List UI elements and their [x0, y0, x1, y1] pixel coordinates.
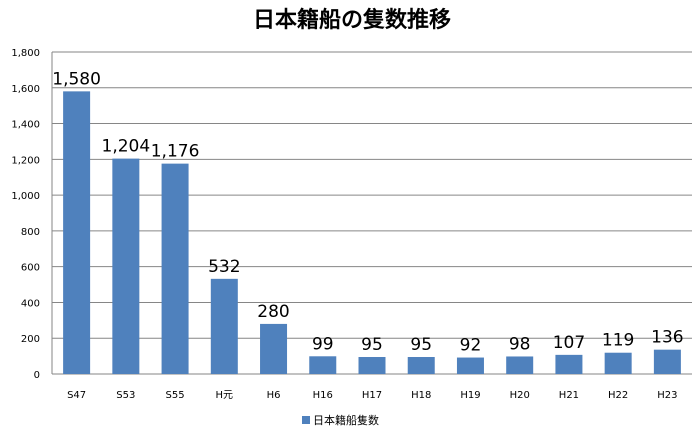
- data-label: 1,580: [52, 69, 101, 89]
- x-tick-label: H19: [460, 390, 480, 401]
- x-tick-label: H6: [267, 390, 281, 401]
- bar: [309, 356, 337, 374]
- x-tick-label: S55: [166, 390, 185, 401]
- data-label: 95: [361, 335, 383, 355]
- grid-lines: [51, 51, 692, 375]
- data-label: 1,204: [102, 137, 151, 157]
- bar: [260, 323, 288, 374]
- bars: [63, 91, 681, 374]
- x-tick-label: H20: [510, 390, 530, 401]
- bar: [456, 357, 484, 374]
- data-label: 95: [410, 335, 432, 355]
- y-tick-label: 200: [21, 334, 40, 345]
- data-label: 92: [460, 336, 482, 356]
- legend: 日本籍船隻数: [302, 413, 379, 427]
- bar: [653, 349, 681, 374]
- bar: [112, 158, 140, 374]
- y-tick-label: 1,200: [11, 155, 40, 166]
- bar: [63, 91, 91, 374]
- y-tick-label: 800: [21, 227, 40, 238]
- x-axis-tick-labels: S47 S53 S55 H元 H6 H16 H17 H18 H19 H20 H21 H22 H23: [67, 390, 677, 401]
- x-tick-label: H23: [657, 390, 677, 401]
- y-tick-label: 1,800: [11, 48, 40, 59]
- x-tick-label: H17: [362, 390, 382, 401]
- y-tick-label: 1,400: [11, 120, 40, 131]
- data-labels: 1,580 1,204 1,176 532 280 99 95 95 92 98 107 119 136: [52, 69, 683, 355]
- bar: [407, 357, 435, 374]
- data-label: 280: [257, 302, 289, 322]
- x-tick-label: H21: [559, 390, 579, 401]
- legend-label: 日本籍船隻数: [313, 413, 379, 427]
- x-tick-label: H16: [313, 390, 333, 401]
- y-axis-tick-labels: 0 200 400 600 800 1,000 1,200 1,400 1,600 1,800: [11, 48, 40, 381]
- data-label: 99: [312, 334, 334, 354]
- data-label: 107: [553, 333, 585, 353]
- chart-title: 日本籍船の隻数推移: [253, 7, 451, 33]
- y-tick-label: 0: [34, 370, 40, 381]
- y-tick-label: 1,600: [11, 84, 40, 95]
- bar: [210, 278, 238, 374]
- bar: [555, 354, 583, 374]
- y-tick-label: 1,000: [11, 191, 40, 202]
- legend-swatch: [302, 416, 310, 424]
- data-label: 119: [602, 331, 634, 351]
- bar: [506, 356, 534, 374]
- y-tick-label: 400: [21, 298, 40, 309]
- data-label: 136: [651, 328, 683, 348]
- bar: [358, 357, 386, 374]
- y-tick-label: 600: [21, 263, 40, 274]
- x-tick-label: H22: [608, 390, 628, 401]
- x-tick-label: H元: [216, 390, 234, 401]
- data-label: 532: [208, 257, 240, 277]
- data-label: 98: [509, 334, 531, 354]
- data-label: 1,176: [151, 142, 200, 162]
- x-tick-label: S53: [116, 390, 135, 401]
- bar: [161, 163, 189, 374]
- bar: [604, 352, 632, 374]
- x-tick-label: H18: [411, 390, 431, 401]
- x-tick-label: S47: [67, 390, 86, 401]
